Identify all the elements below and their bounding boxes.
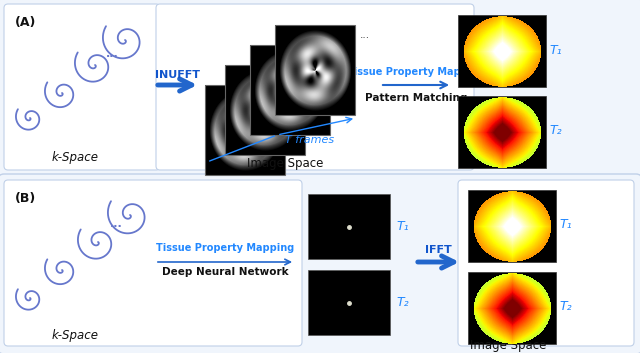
Text: k-Space: k-Space [51,329,99,342]
FancyBboxPatch shape [458,96,546,168]
Text: Image Space: Image Space [470,339,546,352]
Text: ...: ... [106,49,118,59]
FancyBboxPatch shape [468,190,556,262]
FancyBboxPatch shape [468,272,556,344]
Text: INUFFT: INUFFT [154,70,200,80]
FancyArrowPatch shape [158,259,291,265]
Text: T₂: T₂ [559,300,572,313]
FancyBboxPatch shape [4,180,302,346]
Text: T₁: T₁ [559,219,572,232]
Text: Pattern Matching: Pattern Matching [365,93,467,103]
FancyBboxPatch shape [0,174,640,353]
Text: Tissue Property Mapping: Tissue Property Mapping [156,243,294,253]
Text: Image Space: Image Space [247,156,323,169]
Text: (B): (B) [15,192,36,205]
FancyArrowPatch shape [383,82,447,88]
FancyBboxPatch shape [308,270,390,335]
Text: ...: ... [109,219,122,229]
FancyBboxPatch shape [156,4,474,170]
FancyBboxPatch shape [0,0,640,178]
Text: T frames: T frames [285,135,335,145]
FancyArrowPatch shape [158,79,192,91]
Text: k-Space: k-Space [51,150,99,163]
Text: T₂: T₂ [396,296,408,309]
FancyBboxPatch shape [308,194,390,259]
Text: T₁: T₁ [396,220,408,233]
Text: (A): (A) [15,16,36,29]
Text: IFFT: IFFT [424,245,451,255]
Text: ...: ... [360,30,370,40]
FancyBboxPatch shape [4,4,160,170]
FancyArrowPatch shape [418,256,454,268]
FancyBboxPatch shape [458,15,546,87]
Text: T₂: T₂ [549,125,562,138]
Text: T₁: T₁ [549,43,562,56]
FancyBboxPatch shape [458,180,634,346]
Text: Deep Neural Network: Deep Neural Network [162,267,288,277]
Text: Tissue Property Mapping: Tissue Property Mapping [347,67,485,77]
